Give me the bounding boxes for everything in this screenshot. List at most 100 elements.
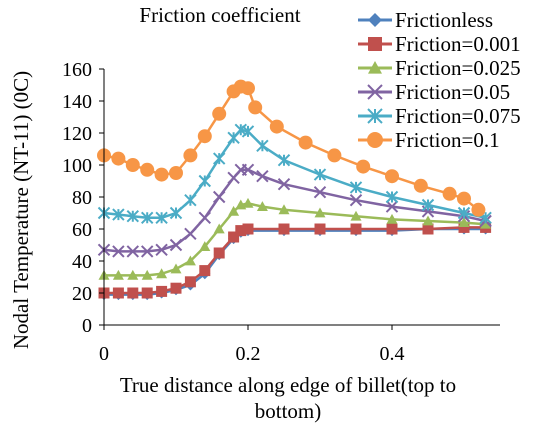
data-point — [156, 285, 168, 297]
legend-item: Friction=0.1 — [358, 128, 500, 152]
data-point — [385, 169, 399, 184]
data-point — [126, 209, 140, 223]
legend-marker — [367, 108, 383, 124]
data-point — [212, 190, 226, 204]
data-point — [125, 158, 140, 172]
data-point — [212, 106, 227, 121]
data-point — [127, 287, 139, 299]
y-tick-label: 0 — [82, 315, 92, 337]
legend-marker — [367, 84, 383, 100]
y-tick-label: 160 — [62, 59, 92, 81]
legend-item: Friction=0.025 — [358, 56, 521, 80]
legend-marker — [368, 37, 382, 51]
data-point — [155, 243, 168, 257]
data-point — [248, 100, 263, 115]
legend-label: Friction=0.001 — [395, 32, 521, 56]
data-point — [169, 238, 183, 252]
data-point — [183, 148, 198, 163]
legend-marker — [368, 13, 382, 27]
series-layer — [97, 79, 492, 301]
x-tick-label: 0.4 — [380, 343, 405, 365]
data-point — [140, 245, 154, 258]
data-point — [241, 163, 255, 177]
chart-title: Friction coefficient — [139, 3, 300, 27]
data-point — [228, 205, 240, 216]
series-line — [104, 227, 486, 296]
legend-label: Friction=0.1 — [395, 128, 500, 152]
data-point — [112, 245, 125, 258]
series-friction-0-05 — [97, 163, 492, 258]
data-point — [356, 159, 371, 174]
data-point — [141, 269, 153, 280]
data-point — [155, 211, 168, 225]
data-point — [385, 200, 399, 213]
data-point — [170, 263, 182, 274]
data-point — [126, 245, 140, 258]
y-tick-label: 40 — [72, 251, 92, 273]
x-axis-label-line-1: True distance along edge of billet(top t… — [120, 373, 456, 397]
legend-label: Friction=0.05 — [395, 80, 510, 104]
data-point — [197, 129, 212, 144]
legend: FrictionlessFriction=0.001Friction=0.025… — [358, 8, 521, 152]
data-point — [112, 269, 124, 280]
legend-marker — [367, 132, 383, 148]
data-point — [313, 185, 327, 199]
y-tick-label: 140 — [62, 91, 92, 113]
legend-label: Friction=0.075 — [395, 104, 521, 128]
data-point — [422, 215, 434, 226]
data-point — [471, 202, 486, 217]
data-point — [269, 119, 284, 134]
y-tick-label: 100 — [62, 155, 92, 177]
data-point — [141, 287, 153, 299]
y-tick-label: 20 — [72, 283, 92, 305]
data-point — [242, 223, 254, 235]
data-point — [277, 153, 291, 167]
series-friction-0-025 — [98, 197, 492, 280]
data-point — [327, 148, 342, 163]
data-point — [212, 152, 226, 165]
data-point — [386, 213, 398, 224]
data-point — [313, 168, 327, 181]
data-point — [234, 123, 248, 137]
data-point — [385, 190, 399, 204]
data-point — [457, 191, 471, 206]
data-point — [228, 231, 240, 243]
data-point — [350, 223, 362, 235]
data-point — [458, 217, 470, 227]
data-point — [277, 177, 291, 191]
data-point — [154, 167, 169, 182]
legend-item: Frictionless — [358, 8, 493, 32]
legend-label: Friction=0.025 — [395, 56, 521, 80]
x-tick-label: 0.2 — [236, 343, 261, 365]
legend-item: Friction=0.05 — [358, 80, 510, 104]
data-point — [241, 125, 255, 138]
data-point — [458, 221, 470, 233]
y-tick-label: 60 — [72, 219, 92, 241]
series-friction-0-075 — [97, 123, 492, 225]
data-point — [169, 166, 183, 180]
x-tick-label: 0 — [99, 343, 109, 365]
data-point — [112, 208, 125, 221]
x-axis-label-line-2: bottom) — [255, 399, 322, 423]
data-point — [349, 181, 363, 194]
data-point — [278, 223, 290, 235]
data-point — [314, 207, 326, 218]
data-point — [457, 206, 471, 220]
data-point — [127, 269, 139, 280]
data-point — [198, 174, 212, 188]
legend-marker — [368, 61, 382, 74]
data-point — [314, 223, 326, 235]
data-point — [140, 211, 154, 225]
data-point — [350, 210, 362, 221]
data-point — [256, 201, 268, 211]
data-point — [480, 218, 492, 229]
data-point — [421, 198, 435, 212]
y-tick-label: 80 — [72, 187, 92, 209]
legend-label: Frictionless — [395, 8, 493, 32]
data-point — [213, 247, 225, 259]
data-point — [198, 211, 212, 225]
data-point — [241, 81, 255, 96]
data-point — [184, 255, 196, 266]
data-point — [278, 204, 290, 215]
